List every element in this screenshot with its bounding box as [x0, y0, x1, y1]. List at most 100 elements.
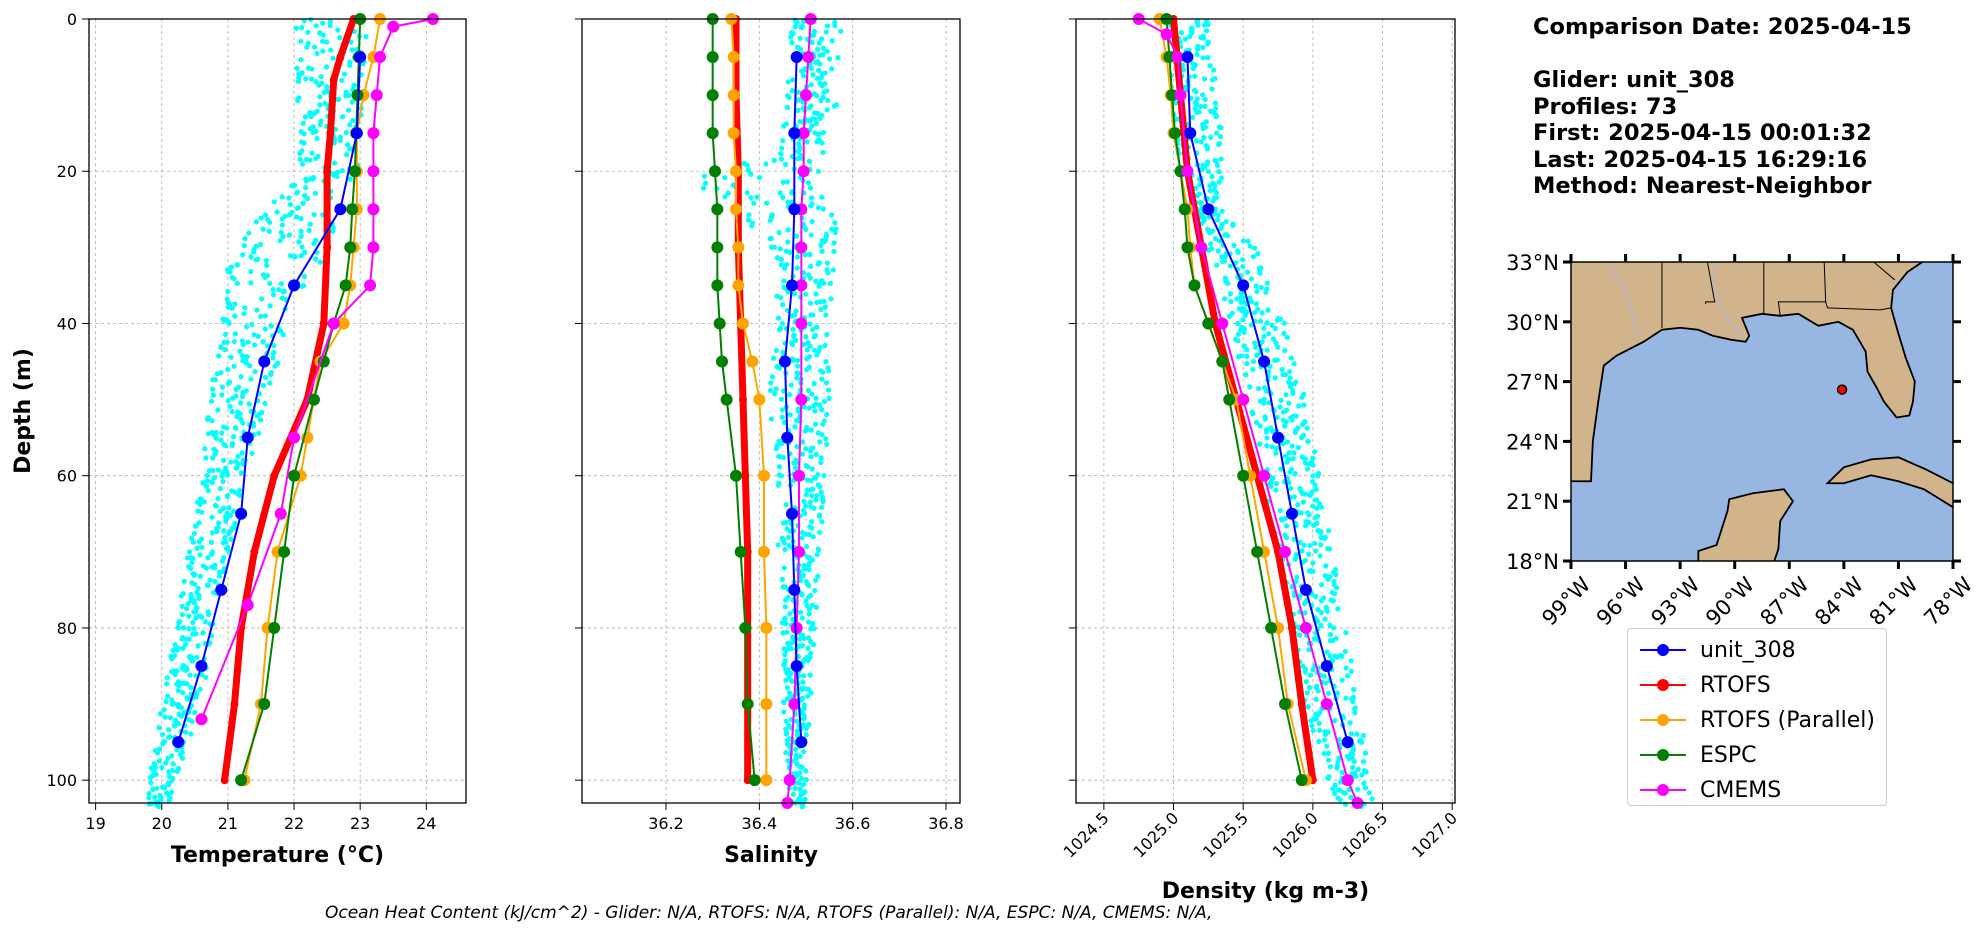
- glider-scatter-point: [1288, 355, 1294, 361]
- glider-scatter-point: [1310, 560, 1316, 566]
- glider-scatter-point: [1283, 392, 1289, 398]
- glider-scatter-point: [1315, 688, 1321, 694]
- glider-scatter-point: [800, 781, 807, 787]
- map-lon-label: 93°W: [1646, 572, 1704, 630]
- glider-scatter-point: [258, 215, 264, 221]
- glider-scatter-point: [818, 306, 824, 313]
- glider-scatter-point: [818, 489, 824, 495]
- glider-scatter-point: [1306, 492, 1313, 498]
- glider-scatter-point: [1334, 690, 1341, 696]
- glider-scatter-point: [199, 544, 205, 550]
- glider-scatter-point: [768, 380, 774, 386]
- glider-scatter-point: [267, 303, 273, 309]
- glider-scatter-point: [298, 228, 304, 234]
- glider-scatter-point: [1287, 384, 1294, 390]
- glider-scatter-point: [821, 398, 828, 405]
- glider-scatter-point: [815, 46, 821, 52]
- glider-scatter-point: [1287, 375, 1293, 381]
- map-border: [1705, 262, 1716, 304]
- glider-scatter-point: [824, 331, 830, 338]
- glider-scatter-point: [804, 581, 810, 587]
- glider-scatter-point: [180, 689, 186, 696]
- glider-scatter-point: [819, 140, 825, 146]
- glider-scatter-point: [794, 443, 800, 450]
- glider-scatter-point: [768, 235, 774, 241]
- glider-scatter-point: [1295, 444, 1301, 451]
- glider-scatter-point: [817, 439, 823, 445]
- glider-scatter-point: [797, 753, 803, 759]
- glider-scatter-point: [280, 332, 286, 338]
- glider-scatter-point: [248, 280, 254, 286]
- glider-scatter-point: [1191, 87, 1198, 94]
- series-marker-rtofs: [329, 75, 338, 84]
- glider-scatter-point: [244, 354, 250, 360]
- glider-scatter-point: [1343, 630, 1349, 636]
- glider-scatter-point: [798, 764, 805, 770]
- glider-scatter-point: [1308, 567, 1314, 574]
- glider-scatter-point: [335, 169, 341, 175]
- glider-scatter-point: [803, 291, 809, 297]
- glider-scatter-point: [1213, 130, 1220, 136]
- map-lat-label: 33°N: [1506, 251, 1559, 275]
- glider-scatter-point: [1216, 179, 1222, 185]
- glider-scatter-point: [223, 317, 229, 323]
- map-lat-label: 27°N: [1506, 371, 1559, 395]
- glider-scatter-point: [1307, 672, 1313, 678]
- glider-scatter-point: [827, 280, 833, 287]
- glider-scatter-point: [785, 758, 791, 764]
- glider-scatter-point: [824, 23, 831, 29]
- map-river: [1712, 262, 1747, 341]
- glider-scatter-point: [228, 512, 234, 519]
- glider-scatter-point: [294, 189, 300, 195]
- series-marker-cmems: [793, 545, 805, 558]
- glider-scatter-point: [337, 35, 343, 41]
- glider-scatter-point: [241, 311, 247, 317]
- glider-scatter-point: [813, 121, 820, 127]
- glider-scatter-point: [1262, 416, 1268, 422]
- glider-scatter-point: [1261, 400, 1267, 406]
- legend: unit_308 RTOFS RTOFS (Parallel) ESPC CME…: [1627, 628, 1887, 806]
- last-profile-time: Last: 2025-04-15 16:29:16: [1533, 146, 1868, 173]
- glider-scatter-point: [1213, 206, 1219, 212]
- glider-scatter-point: [1313, 696, 1319, 702]
- glider-scatter-point: [824, 260, 830, 266]
- glider-scatter-point: [1304, 466, 1311, 472]
- glider-scatter-point: [179, 755, 186, 761]
- glider-scatter-point: [813, 604, 820, 610]
- glider-scatter-point: [1264, 443, 1270, 449]
- glider-scatter-point: [1270, 336, 1277, 342]
- glider-scatter-point: [162, 714, 168, 720]
- glider-scatter-point: [271, 199, 277, 205]
- glider-scatter-point: [1317, 553, 1323, 559]
- glider-scatter-point: [1262, 384, 1268, 391]
- glider-scatter-point: [797, 786, 803, 792]
- glider-scatter-point: [225, 288, 231, 295]
- glider-scatter-point: [1205, 168, 1212, 175]
- map-lon-label: 81°W: [1865, 572, 1923, 630]
- glider-scatter-point: [794, 265, 800, 271]
- glider-scatter-point: [777, 246, 783, 252]
- series-marker-rtofs-parallel: [730, 165, 742, 178]
- glider-scatter-point: [1316, 738, 1322, 745]
- glider-scatter-point: [1303, 518, 1309, 525]
- glider-scatter-point: [298, 38, 304, 44]
- glider-scatter-point: [1235, 338, 1241, 344]
- series-marker-rtofs-parallel: [758, 469, 770, 482]
- series-marker-rtofs-parallel: [337, 317, 350, 330]
- glider-scatter-point: [151, 760, 157, 767]
- glider-scatter-point: [805, 645, 811, 651]
- glider-scatter-point: [229, 442, 235, 449]
- glider-scatter-point: [1227, 263, 1233, 269]
- glider-scatter-point: [189, 559, 195, 566]
- glider-scatter-point: [172, 717, 179, 723]
- glider-scatter-point: [821, 473, 827, 479]
- glider-scatter-point: [1308, 717, 1314, 724]
- glider-scatter-point: [780, 520, 787, 526]
- glider-scatter-point: [813, 291, 819, 297]
- glider-scatter-point: [209, 479, 215, 486]
- glider-scatter-point: [795, 780, 802, 786]
- glider-scatter-point: [1195, 22, 1201, 28]
- glider-scatter-point: [303, 178, 310, 184]
- glider-scatter-point: [807, 158, 813, 165]
- glider-scatter-point: [819, 432, 825, 438]
